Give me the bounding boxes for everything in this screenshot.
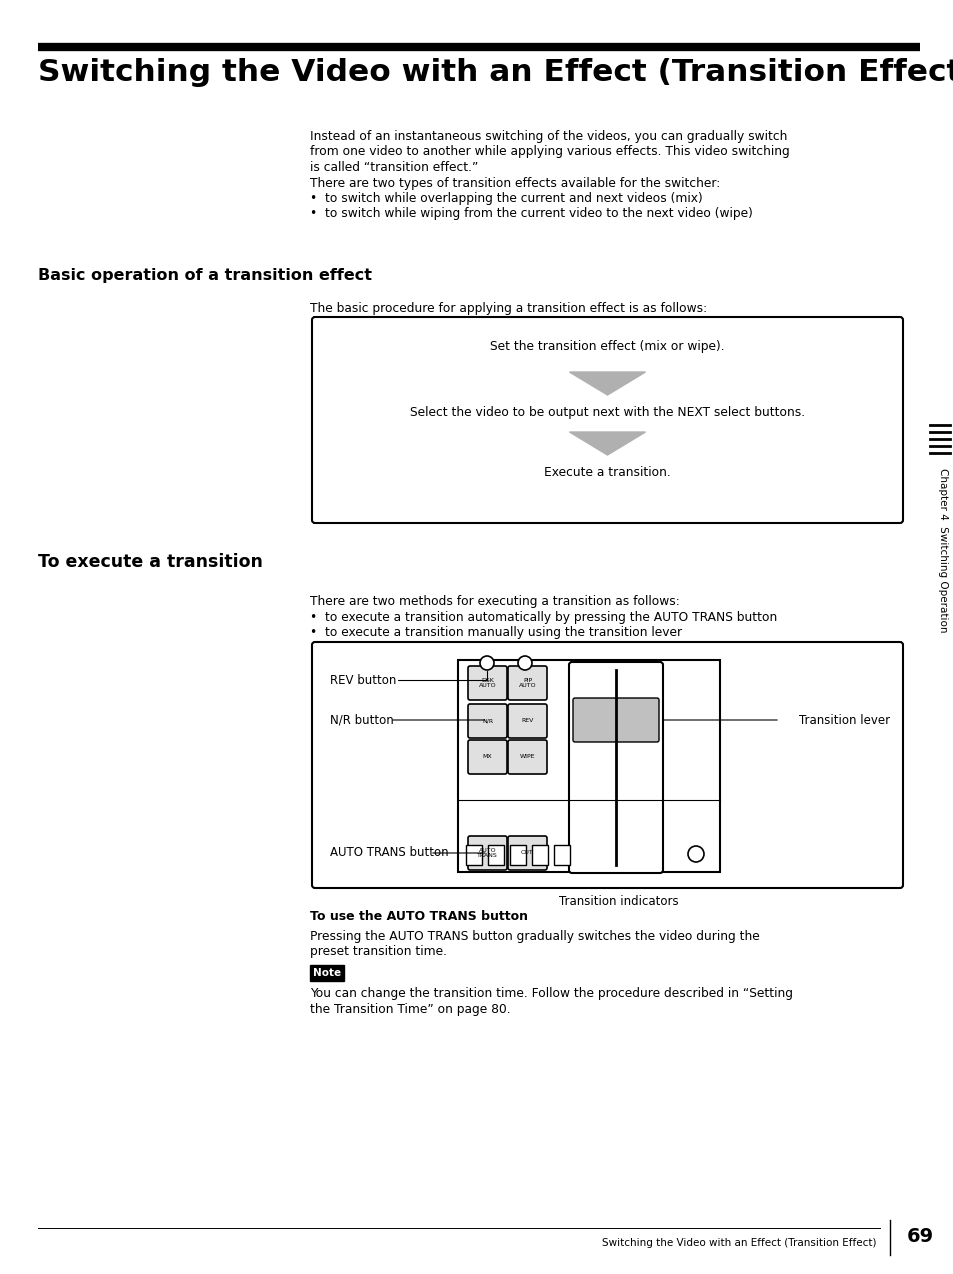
- Polygon shape: [569, 372, 645, 395]
- Text: AUTO TRANS button: AUTO TRANS button: [330, 846, 448, 860]
- Text: •  to execute a transition automatically by pressing the AUTO TRANS button: • to execute a transition automatically …: [310, 610, 777, 623]
- Text: Pressing the AUTO TRANS button gradually switches the video during the: Pressing the AUTO TRANS button gradually…: [310, 930, 759, 943]
- FancyBboxPatch shape: [312, 642, 902, 888]
- Text: Note: Note: [313, 968, 341, 978]
- Text: AUTO
TRANS: AUTO TRANS: [476, 847, 497, 859]
- Text: You can change the transition time. Follow the procedure described in “Setting: You can change the transition time. Foll…: [310, 987, 792, 1000]
- Text: The basic procedure for applying a transition effect is as follows:: The basic procedure for applying a trans…: [310, 302, 706, 315]
- Text: N/R: N/R: [481, 719, 493, 724]
- FancyBboxPatch shape: [507, 740, 546, 775]
- Text: 69: 69: [905, 1227, 933, 1246]
- FancyBboxPatch shape: [507, 836, 546, 870]
- Text: the Transition Time” on page 80.: the Transition Time” on page 80.: [310, 1003, 510, 1015]
- Text: DSK
AUTO: DSK AUTO: [478, 678, 496, 688]
- FancyBboxPatch shape: [507, 666, 546, 699]
- Text: preset transition time.: preset transition time.: [310, 945, 447, 958]
- Text: •  to execute a transition manually using the transition lever: • to execute a transition manually using…: [310, 626, 681, 640]
- Text: REV: REV: [520, 719, 533, 724]
- Circle shape: [517, 656, 532, 670]
- Text: Set the transition effect (mix or wipe).: Set the transition effect (mix or wipe).: [490, 340, 724, 353]
- Bar: [457, 660, 720, 871]
- FancyBboxPatch shape: [468, 836, 506, 870]
- FancyBboxPatch shape: [573, 698, 659, 741]
- FancyBboxPatch shape: [468, 740, 506, 775]
- Circle shape: [687, 846, 703, 862]
- Bar: [554, 845, 569, 865]
- Text: There are two types of transition effects available for the switcher:: There are two types of transition effect…: [310, 177, 720, 190]
- FancyBboxPatch shape: [312, 317, 902, 524]
- Text: To use the AUTO TRANS button: To use the AUTO TRANS button: [310, 910, 527, 922]
- FancyBboxPatch shape: [507, 705, 546, 738]
- FancyBboxPatch shape: [468, 705, 506, 738]
- Text: •  to switch while overlapping the current and next videos (mix): • to switch while overlapping the curren…: [310, 192, 702, 205]
- FancyBboxPatch shape: [468, 666, 506, 699]
- Polygon shape: [569, 432, 645, 455]
- FancyBboxPatch shape: [568, 662, 662, 873]
- Text: Switching the Video with an Effect (Transition Effect): Switching the Video with an Effect (Tran…: [38, 59, 953, 87]
- Text: CUT: CUT: [520, 851, 534, 856]
- Bar: [510, 845, 525, 865]
- Text: N/R button: N/R button: [330, 713, 394, 726]
- Text: To execute a transition: To execute a transition: [38, 553, 263, 571]
- Bar: [488, 845, 503, 865]
- Bar: [532, 845, 547, 865]
- Text: PIP
AUTO: PIP AUTO: [518, 678, 536, 688]
- Text: Switching the Video with an Effect (Transition Effect): Switching the Video with an Effect (Tran…: [602, 1238, 876, 1249]
- Text: Select the video to be output next with the NEXT select buttons.: Select the video to be output next with …: [410, 406, 804, 419]
- Text: Execute a transition.: Execute a transition.: [543, 466, 670, 479]
- Text: is called “transition effect.”: is called “transition effect.”: [310, 161, 477, 175]
- Text: REV button: REV button: [330, 674, 395, 687]
- Text: Instead of an instantaneous switching of the videos, you can gradually switch: Instead of an instantaneous switching of…: [310, 130, 786, 143]
- Circle shape: [479, 656, 494, 670]
- Text: Transition lever: Transition lever: [798, 713, 889, 726]
- Text: •  to switch while wiping from the current video to the next video (wipe): • to switch while wiping from the curren…: [310, 208, 752, 220]
- Text: Basic operation of a transition effect: Basic operation of a transition effect: [38, 268, 372, 283]
- Text: from one video to another while applying various effects. This video switching: from one video to another while applying…: [310, 145, 789, 158]
- Bar: [465, 845, 481, 865]
- Text: MX: MX: [482, 754, 492, 759]
- Text: WIPE: WIPE: [519, 754, 535, 759]
- Text: There are two methods for executing a transition as follows:: There are two methods for executing a tr…: [310, 595, 679, 608]
- Text: Chapter 4  Switching Operation: Chapter 4 Switching Operation: [937, 468, 947, 632]
- FancyBboxPatch shape: [310, 964, 344, 981]
- Text: Transition indicators: Transition indicators: [558, 896, 679, 908]
